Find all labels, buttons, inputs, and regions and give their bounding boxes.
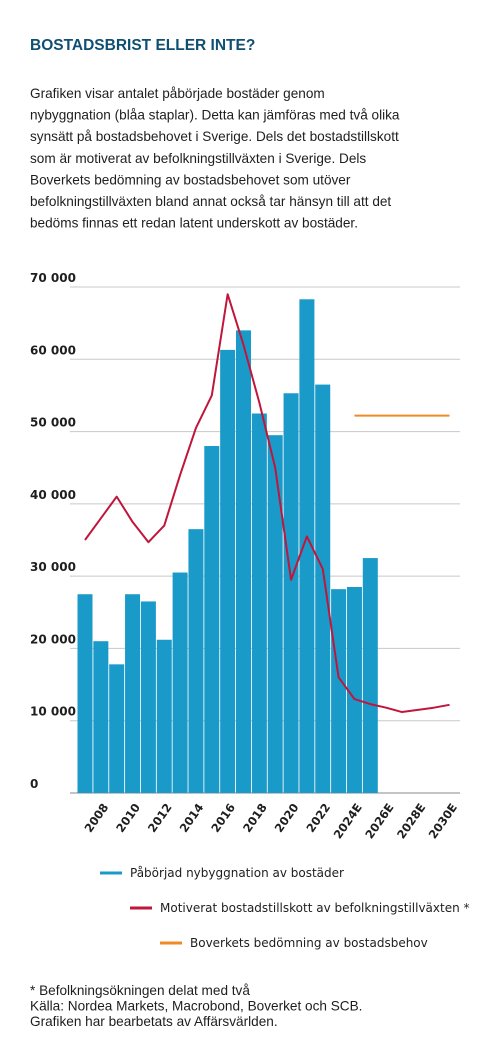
bar xyxy=(93,641,109,793)
bar xyxy=(77,594,93,793)
bar xyxy=(299,299,315,793)
paragraph-line: som är motiverat av befolkningstillväxte… xyxy=(30,151,366,166)
footnote-line: Grafiken har bearbetats av Affärsvärlden… xyxy=(30,1014,278,1029)
bar xyxy=(220,349,236,793)
bar xyxy=(331,589,347,793)
footnote-line: Källa: Nordea Markets, Macrobond, Boverk… xyxy=(30,999,362,1014)
x-tick-label: 2014 xyxy=(177,801,207,835)
paragraph-line: nybyggnation (blåa staplar). Detta kan j… xyxy=(30,108,400,123)
line xyxy=(84,293,450,714)
y-tick-label: 20 000 xyxy=(30,632,76,646)
bar xyxy=(346,586,362,793)
legend-label: Påbörjad nybyggnation av bostäder xyxy=(130,866,344,880)
bar xyxy=(188,529,204,793)
paragraph-line: Grafiken visar antalet påbörjade bostäde… xyxy=(30,86,325,101)
x-tick-label: 2028E xyxy=(394,801,428,842)
x-tick-label: 2030E xyxy=(426,801,460,842)
bar xyxy=(125,594,141,793)
y-tick-label: 70 000 xyxy=(30,271,76,285)
bar xyxy=(140,601,156,793)
x-tick-label: 2016 xyxy=(208,801,238,835)
bar xyxy=(156,639,172,793)
y-tick-label: 10 000 xyxy=(30,705,76,719)
bar xyxy=(283,393,299,793)
paragraph-line: synsätt på bostadsbehovet i Sverige. Del… xyxy=(30,129,399,144)
bar xyxy=(236,330,251,793)
y-tick-label: 0 xyxy=(30,777,38,791)
paragraph-line: befolkningstillväxten bland annat också … xyxy=(30,194,391,209)
bar xyxy=(315,384,331,793)
bar xyxy=(172,572,188,793)
y-tick-label: 40 000 xyxy=(30,488,76,502)
bar xyxy=(267,435,283,793)
x-tick-label: 2022 xyxy=(303,801,333,835)
x-tick-label: 2008 xyxy=(81,801,111,835)
y-tick-label: 60 000 xyxy=(30,343,76,357)
y-tick-label: 30 000 xyxy=(30,560,76,574)
x-tick-label: 2012 xyxy=(145,801,175,835)
title: BOSTADSBRIST ELLER INTE? xyxy=(30,37,255,54)
legend-label: Motiverat bostadstillskott av befolkning… xyxy=(160,901,470,915)
x-tick-label: 2026E xyxy=(362,801,396,842)
x-tick-label: 2024E xyxy=(331,801,365,842)
x-tick-label: 2020 xyxy=(272,801,302,835)
x-tick-label: 2018 xyxy=(240,801,270,835)
bar xyxy=(204,446,220,793)
legend-label: Boverkets bedömning av bostadsbehov xyxy=(190,936,428,950)
paragraph-line: bedöms finnas ett redan latent underskot… xyxy=(30,216,358,231)
bar xyxy=(109,664,125,793)
paragraph-line: Boverkets bedömning av bostadsbehovet so… xyxy=(30,172,351,187)
bar xyxy=(251,413,267,793)
bar xyxy=(362,558,378,793)
y-tick-label: 50 000 xyxy=(30,416,76,430)
x-tick-label: 2010 xyxy=(113,801,143,835)
footnote-line: * Befolkningsökningen delat med två xyxy=(30,983,250,998)
